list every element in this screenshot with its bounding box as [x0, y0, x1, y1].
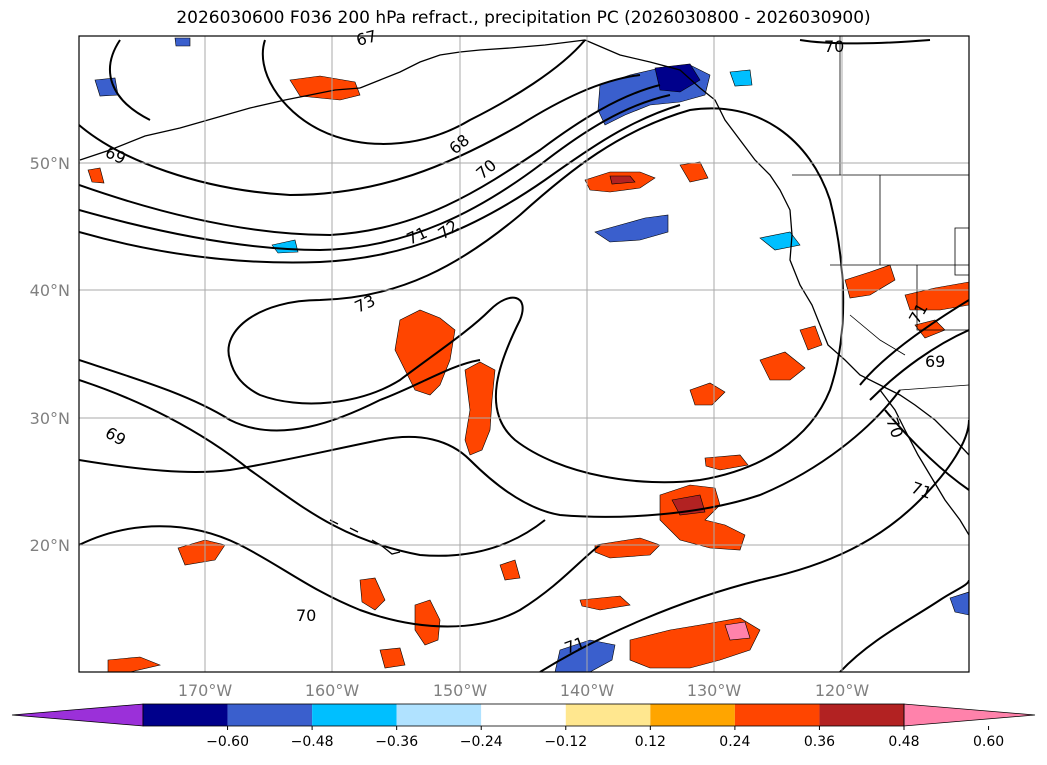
precip-area [724, 621, 751, 641]
precip-area [904, 281, 969, 311]
colorbar-tick-label: −0.24 [460, 734, 503, 750]
colorbar-tick-label: −0.36 [375, 734, 418, 750]
colorbar-box [819, 704, 904, 726]
precip-area [359, 577, 386, 611]
precip-area [759, 231, 801, 251]
colorbar-box [650, 704, 735, 726]
lon-label: 150°W [433, 681, 488, 700]
contour-line [227, 107, 845, 484]
colorbar-tick-label: 0.60 [973, 734, 1004, 750]
contour-line [79, 379, 546, 557]
colorbar-tick-label: −0.48 [291, 734, 334, 750]
political-borders [792, 36, 969, 391]
map-background [79, 36, 969, 672]
precip-area [499, 559, 521, 581]
lon-label: 170°W [178, 681, 233, 700]
latitude-labels: 50°N 40°N 30°N 20°N [30, 154, 70, 555]
lon-label: 120°W [815, 681, 870, 700]
precip-area [594, 537, 661, 559]
precip-area [107, 656, 161, 672]
chart-title: 2026030600 F036 200 hPa refract., precip… [176, 8, 871, 28]
lat-label: 20°N [30, 536, 70, 555]
baja-coast [879, 389, 969, 536]
precip-area [729, 69, 753, 87]
precip-area [289, 75, 361, 101]
contour-line [79, 74, 641, 197]
lon-label: 130°W [687, 681, 742, 700]
contour-label: 67 [354, 26, 379, 50]
precip-area [759, 351, 806, 381]
precip-area [174, 37, 191, 47]
colorbar-tick-label: 0.12 [635, 734, 666, 750]
precip-area [704, 454, 749, 471]
contour-label: 70 [296, 606, 316, 625]
precip-area [594, 214, 669, 243]
colorbar-tick-label: 0.24 [719, 734, 750, 750]
aleutian-chain [79, 87, 361, 161]
colorbar-tick-label: 0.36 [804, 734, 835, 750]
precip-area [177, 539, 226, 566]
lat-label: 40°N [30, 281, 70, 300]
contour-line [261, 39, 586, 145]
precip-area [414, 599, 441, 646]
contour-line [869, 329, 969, 401]
colorbar-box [227, 704, 313, 726]
contour-line [79, 525, 601, 628]
precip-area [87, 167, 105, 184]
precip-area [949, 591, 969, 616]
precip-area [379, 647, 406, 669]
contour-line [539, 419, 969, 672]
longitude-labels: 170°W 160°W 150°W 140°W 130°W 120°W [178, 681, 870, 700]
contour-line [79, 84, 661, 237]
colorbar-tick-label: −0.60 [206, 734, 249, 750]
contour-line [79, 359, 481, 432]
contour-line [799, 39, 931, 45]
precip-area [654, 63, 701, 93]
contour-label: 70 [824, 37, 844, 56]
contour-label: 69 [925, 352, 945, 371]
map-frame [78, 35, 970, 673]
precip-positive-areas [87, 75, 969, 672]
colorbar-tick-label: −0.12 [544, 734, 587, 750]
colorbar-box [481, 704, 566, 726]
contour-line [79, 389, 901, 518]
contour-line [839, 579, 969, 672]
colorbar-box [734, 704, 820, 726]
colorbar-tick-label: 0.48 [888, 734, 919, 750]
refractivity-contours [79, 39, 969, 672]
precip-area [799, 325, 823, 351]
colorbar-extend-high [903, 703, 1036, 727]
colorbar: −0.60 −0.48 −0.36 −0.24 −0.12 0.12 0.24 0.36 0.4… [11, 703, 1036, 750]
contour-line [109, 39, 151, 121]
lat-label: 50°N [30, 154, 70, 173]
contour-line [884, 409, 969, 491]
contour-line [79, 94, 671, 252]
colorbar-box [143, 704, 228, 726]
precip-area [579, 595, 631, 611]
contour-line [859, 299, 969, 386]
precip-area [464, 361, 496, 456]
lon-label: 140°W [560, 681, 615, 700]
colorbar-border [142, 703, 905, 727]
colorbar-box [312, 704, 397, 726]
colorbar-box [565, 704, 651, 726]
lon-label: 160°W [305, 681, 360, 700]
alaska-peninsula [359, 39, 586, 89]
precip-area [554, 639, 616, 672]
colorbar-extend-low [11, 703, 144, 727]
colorbar-box [396, 704, 482, 726]
lat-label: 30°N [30, 409, 70, 428]
graticule [79, 36, 969, 672]
precip-area [609, 175, 636, 185]
precip-area [689, 382, 726, 406]
contour-line [79, 104, 681, 264]
